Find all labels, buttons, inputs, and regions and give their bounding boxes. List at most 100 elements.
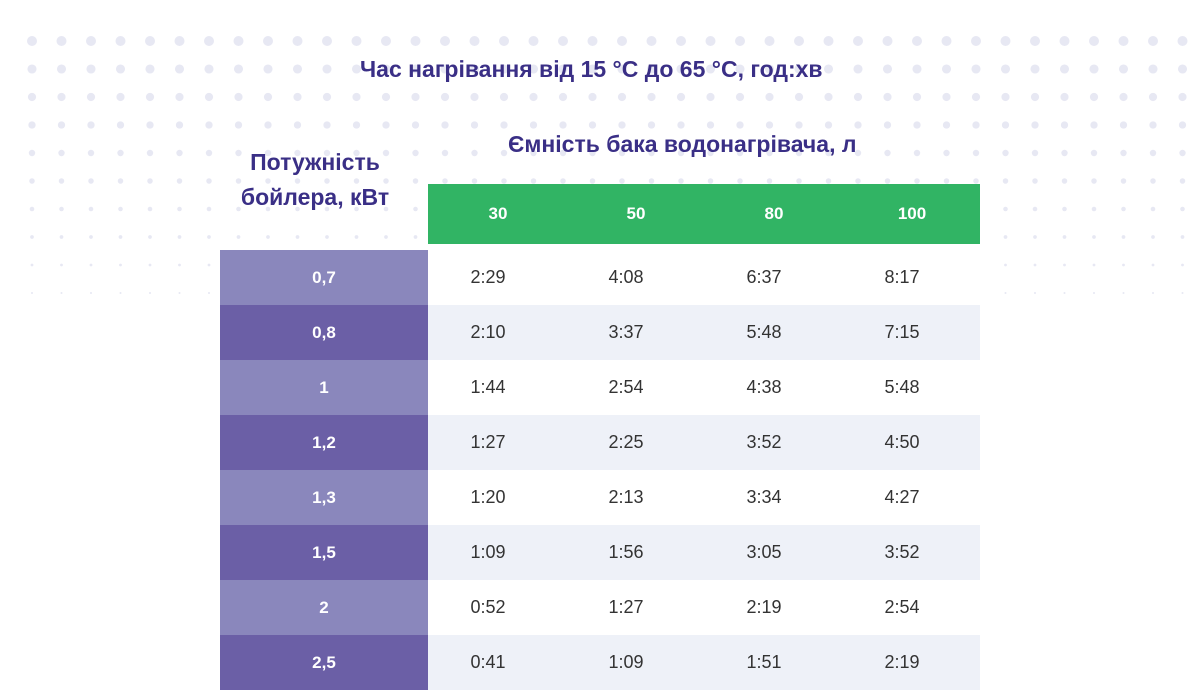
decorative-dot bbox=[1178, 121, 1187, 129]
decorative-dot bbox=[60, 263, 63, 267]
decorative-dot bbox=[236, 235, 241, 239]
decorative-dot bbox=[1033, 263, 1037, 267]
column-header-title: Ємність бака водонагрівача, л bbox=[508, 131, 857, 157]
decorative-dot bbox=[56, 36, 67, 46]
decorative-dot bbox=[145, 92, 155, 102]
table-cell: 2:25 bbox=[608, 432, 644, 452]
decorative-dot bbox=[1148, 64, 1158, 74]
decorative-dot bbox=[707, 178, 714, 184]
decorative-dot bbox=[440, 36, 450, 46]
decorative-dot bbox=[441, 121, 449, 129]
row-label: 2 bbox=[220, 580, 428, 635]
decorative-dot bbox=[1032, 206, 1038, 212]
decorative-dot bbox=[529, 92, 538, 102]
decorative-dot bbox=[1151, 263, 1155, 267]
decorative-dot bbox=[1150, 178, 1156, 184]
table-cell: 1:27 bbox=[470, 432, 506, 452]
decorative-dot bbox=[1181, 292, 1184, 294]
table-row: 1,2 1:27 2:25 3:52 4:50 bbox=[220, 415, 980, 470]
decorative-dot bbox=[1122, 263, 1125, 267]
decorative-dot bbox=[1062, 235, 1067, 239]
decorative-dot bbox=[204, 36, 214, 46]
decorative-dot bbox=[206, 206, 212, 212]
decorative-dot bbox=[87, 149, 95, 157]
table-cell: 3:52 bbox=[884, 542, 920, 562]
decorative-dot bbox=[766, 178, 773, 184]
decorative-dot bbox=[1148, 92, 1158, 102]
column-header-50: 50 bbox=[626, 204, 646, 223]
decorative-dot bbox=[413, 235, 418, 239]
decorative-dot bbox=[116, 92, 125, 102]
row-label: 1,5 bbox=[220, 525, 428, 580]
table-cell: 0:52 bbox=[470, 597, 506, 617]
decorative-dot bbox=[824, 121, 833, 129]
decorative-dot bbox=[882, 36, 893, 46]
table-cell: 2:54 bbox=[884, 597, 920, 617]
decorative-dot bbox=[678, 178, 684, 184]
decorative-dot bbox=[972, 149, 980, 157]
decorative-dot bbox=[794, 36, 804, 46]
decorative-dot bbox=[293, 121, 302, 129]
table-row: 2,5 0:41 1:09 1:51 2:19 bbox=[220, 635, 980, 690]
decorative-dot bbox=[1003, 206, 1008, 212]
decorative-dot bbox=[528, 36, 539, 46]
decorative-dot bbox=[354, 235, 359, 239]
decorative-dot bbox=[1177, 64, 1188, 74]
decorative-dot bbox=[1060, 92, 1069, 102]
decorative-dot bbox=[146, 121, 154, 129]
decorative-dot bbox=[1002, 149, 1009, 157]
decorative-dot bbox=[1121, 206, 1126, 212]
decorative-dot bbox=[264, 121, 272, 129]
decorative-dot bbox=[1121, 235, 1126, 239]
decorative-dot bbox=[588, 92, 597, 102]
decorative-dot bbox=[912, 92, 922, 102]
decorative-dot bbox=[176, 149, 183, 157]
decorative-dot bbox=[204, 64, 214, 74]
decorative-dot bbox=[853, 36, 863, 46]
decorative-dot bbox=[558, 36, 568, 46]
decorative-dot bbox=[381, 92, 391, 102]
decorative-dot bbox=[854, 121, 862, 129]
decorative-dot bbox=[823, 36, 834, 46]
decorative-dot bbox=[233, 64, 244, 74]
decorative-dot bbox=[796, 178, 802, 184]
table-cell: 1:09 bbox=[470, 542, 506, 562]
decorative-dot bbox=[737, 178, 743, 184]
decorative-dot bbox=[1090, 121, 1098, 129]
decorative-dot bbox=[1119, 121, 1128, 129]
decorative-dot bbox=[560, 178, 566, 184]
table-row: 1,5 1:09 1:56 3:05 3:52 bbox=[220, 525, 980, 580]
decorative-dot bbox=[677, 121, 685, 129]
decorative-dot bbox=[178, 292, 181, 294]
decorative-dot bbox=[119, 292, 122, 294]
table-cell: 3:37 bbox=[608, 322, 644, 342]
decorative-dot bbox=[87, 121, 95, 129]
decorative-dot bbox=[941, 36, 952, 46]
decorative-dot bbox=[59, 206, 64, 212]
decorative-dot bbox=[174, 64, 185, 74]
decorative-dot bbox=[530, 178, 537, 184]
decorative-dot bbox=[351, 36, 362, 46]
decorative-dot bbox=[207, 235, 211, 239]
decorative-dot bbox=[325, 235, 329, 239]
decorative-dot bbox=[205, 149, 213, 157]
decorative-dot bbox=[824, 92, 833, 102]
decorative-dot bbox=[115, 64, 126, 74]
decorative-dot bbox=[88, 206, 94, 212]
decorative-dot bbox=[57, 92, 66, 102]
decorative-dot bbox=[1092, 263, 1096, 267]
decorative-dot bbox=[736, 121, 744, 129]
table-cell: 0:41 bbox=[470, 652, 506, 672]
table-row: 1 1:44 2:54 4:38 5:48 bbox=[220, 360, 980, 415]
decorative-dot bbox=[292, 36, 303, 46]
decorative-dot bbox=[470, 92, 479, 102]
row-label: 2,5 bbox=[220, 635, 428, 690]
decorative-dot bbox=[30, 263, 34, 267]
decorative-dot bbox=[322, 92, 332, 102]
decorative-dot bbox=[204, 92, 214, 102]
decorative-dot bbox=[322, 64, 332, 74]
decorative-dot bbox=[295, 235, 300, 239]
table-cell: 3:34 bbox=[746, 487, 782, 507]
decorative-dot bbox=[942, 121, 951, 129]
row-header-title: Потужність бойлера, кВт bbox=[240, 149, 390, 210]
